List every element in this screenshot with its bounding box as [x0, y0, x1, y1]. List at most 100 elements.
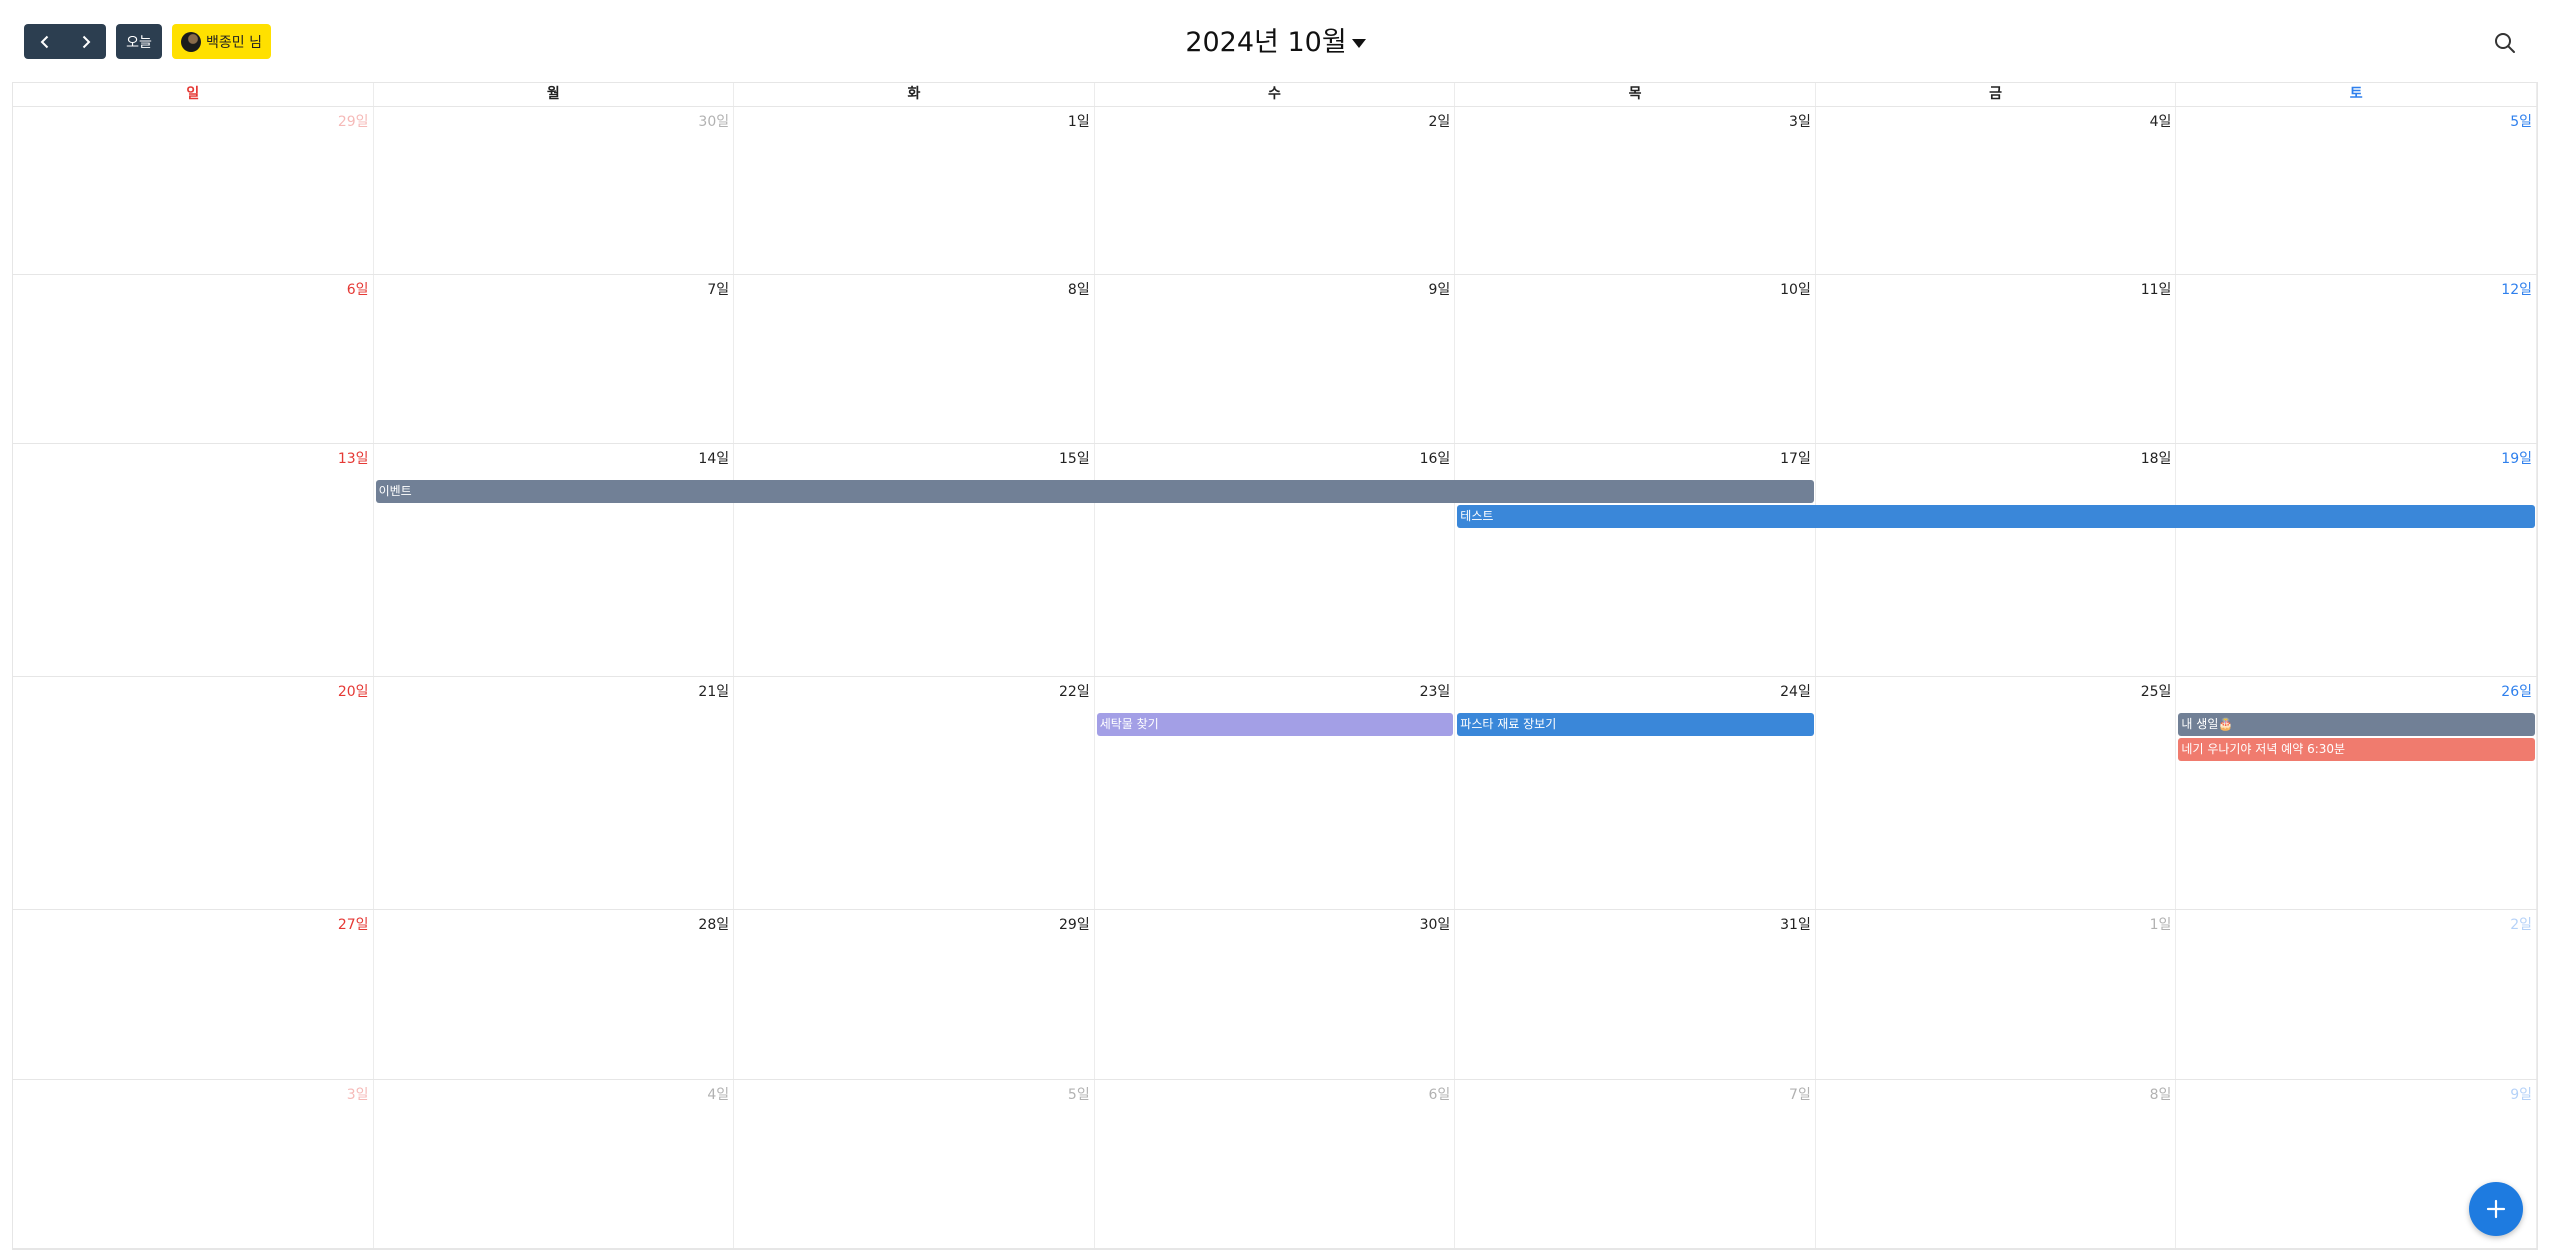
day-cell[interactable]: 23일 — [1095, 677, 1456, 909]
day-cell[interactable]: 3일 — [13, 1080, 374, 1248]
day-cell[interactable]: 29일 — [13, 107, 374, 274]
day-cell[interactable]: 10일 — [1455, 275, 1816, 443]
day-cell[interactable]: 11일 — [1816, 275, 2177, 443]
day-cell[interactable]: 1일 — [734, 107, 1095, 274]
day-cell[interactable]: 8일 — [734, 275, 1095, 443]
day-cell[interactable]: 1일 — [1816, 910, 2177, 1079]
weekday-header: 수 — [1095, 83, 1456, 106]
day-cell[interactable]: 14일 — [374, 444, 735, 676]
day-cell[interactable]: 9일 — [1095, 275, 1456, 443]
day-number: 28일 — [698, 917, 730, 933]
week-row: 20일 21일 22일 23일 24일 25일 26일 — [13, 677, 2537, 910]
chevron-left-icon — [40, 35, 48, 48]
day-number: 2일 — [1428, 114, 1451, 130]
day-cell[interactable]: 2일 — [1095, 107, 1456, 274]
calendar-event[interactable]: 테스트 — [1457, 505, 2535, 528]
day-cell[interactable]: 30일 — [374, 107, 735, 274]
day-cell[interactable]: 20일 — [13, 677, 374, 909]
day-number: 4일 — [2149, 114, 2172, 130]
today-button[interactable]: 오늘 — [116, 24, 162, 59]
day-number: 16일 — [1419, 451, 1451, 467]
day-number: 4일 — [707, 1087, 730, 1103]
day-number: 29일 — [1059, 917, 1090, 933]
week-row: 29일 30일 1일 2일 3일 4일 5일 — [13, 107, 2537, 275]
day-number: 22일 — [1059, 684, 1090, 700]
calendar-event[interactable]: 이벤트 — [375, 480, 1814, 503]
day-number: 26일 — [2501, 684, 2532, 700]
day-cell[interactable]: 25일 — [1816, 677, 2177, 909]
day-number: 18일 — [2140, 451, 2172, 467]
week-row: 6일 7일 8일 9일 10일 11일 12일 — [13, 275, 2537, 444]
day-cell[interactable]: 2일 — [2176, 910, 2537, 1079]
day-cell[interactable]: 5일 — [2176, 107, 2537, 274]
day-cell[interactable]: 5일 — [734, 1080, 1095, 1248]
month-nav-group — [24, 24, 106, 59]
day-cell[interactable]: 7일 — [374, 275, 735, 443]
calendar-event[interactable]: 파스타 재료 장보기 — [1457, 713, 1814, 736]
day-cell[interactable]: 3일 — [1455, 107, 1816, 274]
week-row: 13일 14일 15일 16일 17일 18일 19일 — [13, 444, 2537, 677]
day-cell[interactable]: 29일 — [734, 910, 1095, 1079]
day-cell[interactable]: 19일 — [2176, 444, 2537, 676]
day-number: 2일 — [2510, 917, 2532, 933]
day-cell[interactable]: 6일 — [1095, 1080, 1456, 1248]
day-cell[interactable]: 4일 — [1816, 107, 2177, 274]
day-cell[interactable]: 12일 — [2176, 275, 2537, 443]
day-cell[interactable]: 8일 — [1816, 1080, 2177, 1248]
day-cell[interactable]: 6일 — [13, 275, 374, 443]
day-cell[interactable]: 22일 — [734, 677, 1095, 909]
day-number: 12일 — [2501, 282, 2532, 298]
day-cell[interactable]: 24일 — [1455, 677, 1816, 909]
day-cell[interactable]: 7일 — [1455, 1080, 1816, 1248]
calendar-event[interactable]: 내 생일🎂 — [2178, 713, 2535, 736]
day-number: 25일 — [2140, 684, 2172, 700]
day-cell[interactable]: 4일 — [374, 1080, 735, 1248]
search-icon[interactable] — [2493, 31, 2517, 55]
prev-month-button[interactable] — [24, 24, 65, 59]
day-number: 1일 — [1067, 114, 1090, 130]
day-number: 1일 — [2149, 917, 2172, 933]
day-cell[interactable]: 26일 — [2176, 677, 2537, 909]
next-month-button[interactable] — [65, 24, 106, 59]
weekday-header: 목 — [1455, 83, 1816, 106]
day-number: 27일 — [337, 917, 369, 933]
weekday-header: 금 — [1816, 83, 2177, 106]
weekday-header: 월 — [374, 83, 735, 106]
user-chip[interactable]: 백종민 님 — [172, 24, 271, 59]
day-number: 30일 — [698, 114, 730, 130]
day-cell[interactable]: 17일 — [1455, 444, 1816, 676]
day-cell[interactable]: 21일 — [374, 677, 735, 909]
day-cell[interactable]: 13일 — [13, 444, 374, 676]
day-number: 10일 — [1780, 282, 1811, 298]
day-cell[interactable]: 30일 — [1095, 910, 1456, 1079]
day-cell[interactable]: 15일 — [734, 444, 1095, 676]
day-cell[interactable]: 18일 — [1816, 444, 2177, 676]
day-cell[interactable]: 16일 — [1095, 444, 1456, 676]
user-name: 백종민 님 — [206, 34, 262, 51]
day-number: 11일 — [2140, 282, 2172, 298]
day-number: 29일 — [337, 114, 369, 130]
day-number: 8일 — [1067, 282, 1090, 298]
day-number: 15일 — [1059, 451, 1090, 467]
day-number: 21일 — [698, 684, 730, 700]
day-number: 19일 — [2501, 451, 2532, 467]
day-cell[interactable]: 28일 — [374, 910, 735, 1079]
day-cell[interactable]: 9일 — [2176, 1080, 2537, 1248]
calendar-event[interactable]: 세탁물 찾기 — [1096, 713, 1454, 736]
day-number: 7일 — [707, 282, 730, 298]
day-cell[interactable]: 27일 — [13, 910, 374, 1079]
day-number: 5일 — [1067, 1087, 1090, 1103]
week-row: 27일 28일 29일 30일 31일 1일 2일 — [13, 910, 2537, 1080]
month-title-dropdown[interactable]: 2024년 10월 — [0, 20, 2551, 59]
day-number: 5일 — [2510, 114, 2532, 130]
day-number: 30일 — [1419, 917, 1451, 933]
day-number: 9일 — [2510, 1087, 2532, 1103]
day-number: 24일 — [1780, 684, 1811, 700]
calendar-event[interactable]: 네기 우나기야 저녁 예약 6:30분 — [2178, 738, 2535, 761]
weekday-header: 화 — [734, 83, 1095, 106]
day-cell[interactable]: 31일 — [1455, 910, 1816, 1079]
day-number: 3일 — [1789, 114, 1811, 130]
add-event-button[interactable] — [2469, 1182, 2523, 1236]
day-number: 20일 — [337, 684, 369, 700]
